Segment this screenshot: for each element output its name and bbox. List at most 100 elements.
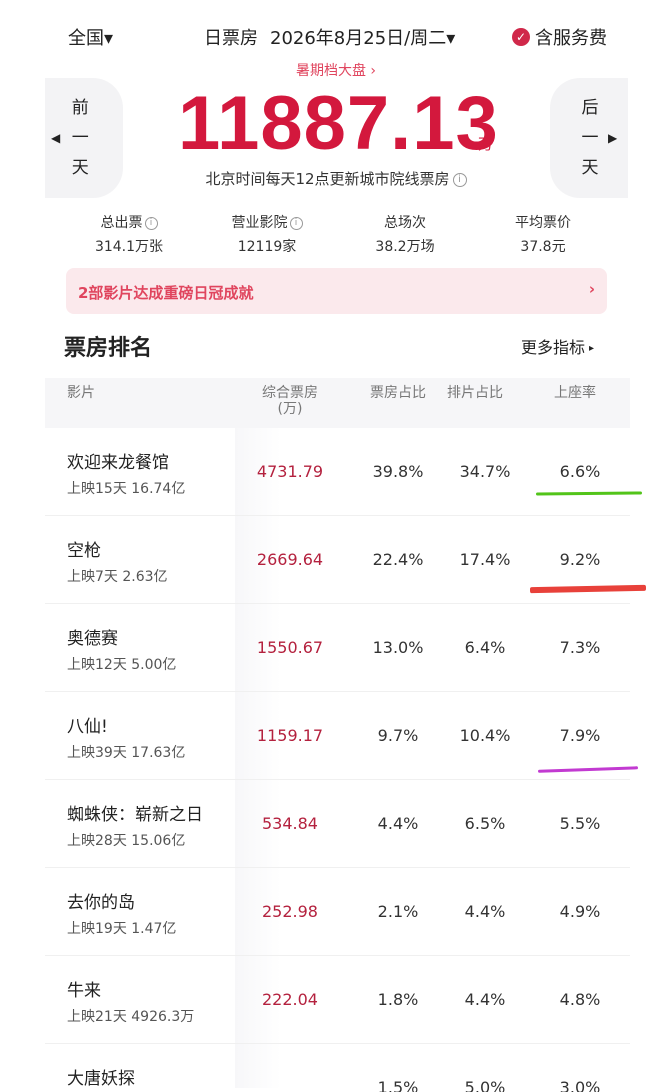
table-row[interactable]: 去你的岛 上映19天 1.47亿 252.98 2.1% 4.4% 4.9%: [45, 868, 630, 956]
film-title: 奥德赛: [67, 629, 118, 649]
table-row[interactable]: 八仙! 上映39天 17.63亿 1159.17 9.7% 10.4% 7.9%: [45, 692, 630, 780]
film-title: 去你的岛: [67, 893, 135, 913]
header-box-office[interactable]: 综合票房 (万): [245, 385, 335, 417]
show-share-value: 6.4%: [464, 638, 506, 657]
film-title: 大唐妖探: [67, 1069, 135, 1089]
film-title: 蜘蛛侠：崭新之日: [67, 805, 203, 825]
box-office-value: 252.98: [262, 902, 318, 921]
chevron-right-icon: ›: [588, 280, 595, 298]
box-office-value: 534.84: [262, 814, 318, 833]
more-metrics-label: 更多指标: [521, 338, 586, 357]
banner-text: 2部影片达成重磅日冠成就: [78, 284, 254, 302]
show-share-value: 10.4%: [459, 726, 511, 745]
film-cell: 去你的岛 上映19天 1.47亿: [45, 868, 235, 955]
next-day-char: 后: [581, 98, 599, 118]
stat-label: 总出票: [100, 215, 143, 231]
prev-day-char: 前: [71, 98, 89, 118]
chevron-down-icon: ▾: [104, 28, 114, 49]
service-fee-label: 含服务费: [535, 28, 607, 49]
bo-share-value: 13.0%: [372, 638, 424, 657]
table-row[interactable]: 奥德赛 上映12天 5.00亿 1550.67 13.0% 6.4% 7.3%: [45, 604, 630, 692]
update-note-text: 北京时间每天12点更新城市院线票房: [205, 170, 450, 188]
film-meta: 上映39天 17.63亿: [67, 745, 186, 761]
show-share-value: 4.4%: [464, 990, 506, 1009]
film-title: 欢迎来龙餐馆: [67, 453, 169, 473]
next-day-button[interactable]: 后 一 天 ▶: [550, 78, 628, 198]
chevron-down-icon: ▾: [446, 28, 456, 49]
more-metrics-button[interactable]: 更多指标 ▸: [521, 334, 594, 358]
header-box-office-unit: (万): [277, 401, 303, 417]
occupancy-value: 7.9%: [559, 726, 601, 745]
occupancy-value: 7.3%: [559, 638, 601, 657]
film-title: 八仙!: [67, 717, 108, 737]
bo-share-value: 2.1%: [377, 902, 419, 921]
occupancy-value: 4.8%: [559, 990, 601, 1009]
info-icon[interactable]: i: [289, 216, 303, 230]
film-cell: 蜘蛛侠：崭新之日 上映28天 15.06亿: [45, 780, 235, 867]
total-box-office-unit: 万: [478, 135, 494, 153]
stat-value: 38.2万场: [375, 239, 435, 255]
prev-day-button[interactable]: ◀ 前 一 天: [45, 78, 123, 198]
prev-day-char: 一: [71, 128, 89, 148]
table-row[interactable]: 牛来上映21天 4926.3万 222.04 1.8% 4.4% 4.8%: [45, 956, 630, 1044]
stat-value: 314.1万张: [94, 239, 164, 255]
stat-label: 平均票价: [515, 215, 571, 231]
region-selector[interactable]: 全国▾: [68, 24, 113, 50]
table-row[interactable]: 蜘蛛侠：崭新之日 上映28天 15.06亿 534.84 4.4% 6.5% 5.5%: [45, 780, 630, 868]
service-fee-toggle[interactable]: ✓ 含服务费: [512, 24, 607, 50]
stat-cinemas: 营业影院 i 12119家: [198, 212, 336, 256]
film-title: 牛来: [67, 981, 101, 1001]
table-row[interactable]: 大唐妖探 1.5% 5.0% 3.0%: [45, 1044, 630, 1092]
bo-share-value: 9.7%: [377, 726, 419, 745]
box-office-value: 1159.17: [256, 726, 324, 745]
caret-right-icon: ▸: [589, 343, 595, 354]
achievement-banner[interactable]: 2部影片达成重磅日冠成就 ›: [66, 268, 607, 314]
film-cell: 奥德赛 上映12天 5.00亿: [45, 604, 235, 691]
summary-stats: 总出票 i 314.1万张 营业影院 i 12119家 总场次 38.2万场 平均票…: [60, 212, 612, 256]
arrow-right-icon: ▶: [608, 131, 618, 145]
section-title: 票房排名: [64, 336, 153, 361]
show-share-value: 5.0%: [464, 1078, 506, 1092]
bo-share-value: 4.4%: [377, 814, 419, 833]
info-icon[interactable]: i: [144, 216, 158, 230]
header-box-office-label: 综合票房: [262, 385, 318, 401]
film-meta: 上映21天 4926.3万: [67, 1009, 195, 1025]
table-header: 影片 综合票房 (万) 票房占比 排片占比 上座率: [45, 378, 630, 428]
table-row[interactable]: 欢迎来龙餐馆 上映15天 16.74亿 4731.79 39.8% 34.7% 6.6%: [45, 428, 630, 516]
stat-shows: 总场次 38.2万场: [336, 212, 474, 256]
occupancy-value: 3.0%: [559, 1078, 601, 1092]
bo-share-value: 22.4%: [372, 550, 424, 569]
occupancy-value: 5.5%: [559, 814, 601, 833]
region-label: 全国: [68, 28, 104, 49]
table-row[interactable]: 空枪 上映7天 2.63亿 2669.64 22.4% 17.4% 9.2%: [45, 516, 630, 604]
mode-label: 日票房: [204, 28, 258, 49]
show-share-value: 17.4%: [459, 550, 511, 569]
box-office-value: 2669.64: [256, 550, 324, 569]
date-label: 2026年8月25日/周二: [270, 28, 447, 49]
header-occupancy[interactable]: 上座率: [554, 385, 596, 401]
film-title: 空枪: [67, 541, 101, 561]
column-shadow: [235, 428, 281, 1088]
stat-value: 37.8元: [520, 239, 566, 255]
box-office-value: 1550.67: [256, 638, 324, 657]
film-cell: 欢迎来龙餐馆 上映15天 16.74亿: [45, 428, 235, 515]
header-bo-share[interactable]: 票房占比: [370, 385, 426, 401]
arrow-left-icon: ◀: [51, 131, 61, 145]
next-day-char: 一: [581, 128, 599, 148]
date-selector[interactable]: 日票房 2026年8月25日/周二▾: [204, 24, 455, 50]
film-cell: 八仙! 上映39天 17.63亿: [45, 692, 235, 779]
prev-day-char: 天: [71, 158, 89, 178]
box-office-value: 222.04: [262, 990, 318, 1009]
info-icon[interactable]: i: [452, 172, 467, 187]
next-day-char: 天: [581, 158, 599, 178]
stat-value: 12119家: [237, 239, 297, 255]
film-meta: 上映7天 2.63亿: [67, 569, 168, 585]
show-share-value: 34.7%: [459, 462, 511, 481]
occupancy-value: 6.6%: [559, 462, 601, 481]
summer-season-link[interactable]: 暑期档大盘 ›: [295, 63, 377, 79]
bo-share-value: 1.8%: [377, 990, 419, 1009]
header-show-share[interactable]: 排片占比: [447, 385, 503, 401]
top-bar: 全国▾ 日票房 2026年8月25日/周二▾ ✓ 含服务费: [0, 18, 672, 56]
bo-share-value: 1.5%: [377, 1078, 419, 1092]
prev-day-label: 前 一 天: [70, 93, 90, 183]
